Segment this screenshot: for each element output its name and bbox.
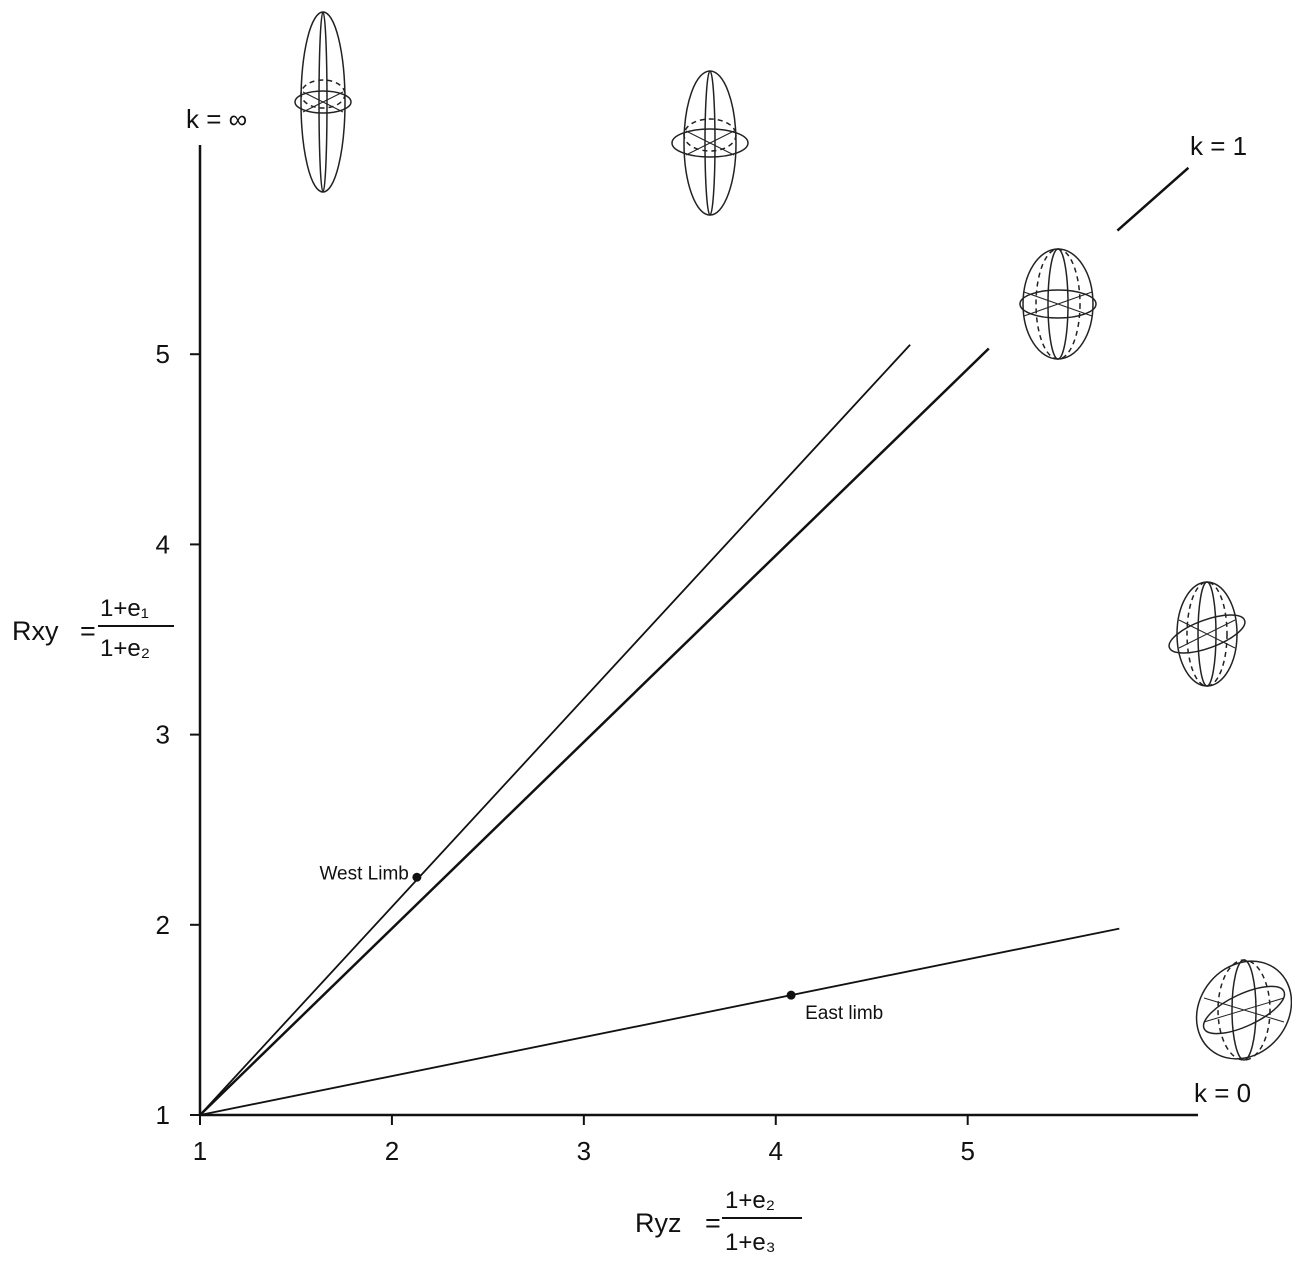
point-label: East limb	[805, 1003, 883, 1024]
y-tick-label: 2	[156, 910, 170, 940]
x-tick-label: 2	[385, 1136, 399, 1166]
svg-text:=: =	[705, 1208, 721, 1238]
x-axis-label: Ryz	[635, 1208, 682, 1238]
x-tick-label: 4	[769, 1136, 783, 1166]
y-tick-label: 1	[156, 1100, 170, 1130]
x-tick-label: 1	[193, 1136, 207, 1166]
x-axis-label-denominator: 1+e₃	[725, 1229, 775, 1256]
y-axis-label-denominator: 1+e₂	[100, 635, 150, 662]
x-axis-label-numerator: 1+e₂	[725, 1187, 775, 1214]
x-tick-label: 5	[960, 1136, 974, 1166]
data-point	[787, 991, 796, 1000]
y-axis-label-numerator: 1+e₁	[100, 595, 149, 622]
ellipsoid-icon	[1177, 942, 1292, 1078]
ellipsoid-icon	[1165, 582, 1250, 686]
annotation: k = 0	[1194, 1078, 1251, 1108]
ellipsoid-icon	[1020, 249, 1096, 359]
data-point	[412, 873, 421, 882]
y-axis-label: Rxy	[12, 616, 59, 646]
ellipsoid-icon	[672, 71, 748, 215]
annotation: k = ∞	[186, 104, 247, 134]
y-tick-label: 4	[156, 529, 170, 559]
x-tick-label: 3	[577, 1136, 591, 1166]
y-tick-label: 5	[156, 339, 170, 369]
trend-line	[200, 929, 1119, 1115]
svg-text:=: =	[80, 616, 96, 646]
ellipsoid-icon	[295, 12, 351, 192]
point-label: West Limb	[319, 863, 408, 884]
y-tick-label: 3	[156, 720, 170, 750]
annotation: k = 1	[1190, 131, 1247, 161]
chart: k = ∞ k = 1 k = 0 Rxy = 1+e₁ 1+e₂ Ryz = …	[0, 0, 1292, 1268]
trend-line	[200, 345, 910, 1115]
